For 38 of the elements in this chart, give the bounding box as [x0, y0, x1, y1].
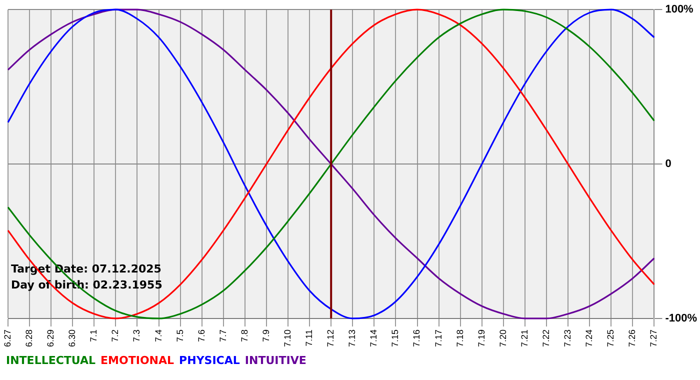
x-tick-label: 6.28: [24, 329, 34, 348]
x-tick-label: 7.13: [347, 329, 358, 348]
y-tick-label: 100%: [665, 4, 694, 16]
x-tick-label: 7.26: [627, 329, 638, 348]
x-tick-label: 7.1: [88, 329, 99, 342]
x-tick-label: 7.9: [260, 329, 271, 342]
x-tick-label: 7.20: [498, 329, 508, 348]
x-tick-label: 7.4: [153, 329, 164, 342]
x-tick-label: 6.30: [67, 329, 78, 348]
text: EMOTIONAL: [100, 354, 174, 367]
x-tick-label: 7.18: [454, 329, 465, 348]
text: INTUITIVE: [244, 354, 306, 367]
x-tick-label: 7.23: [562, 329, 573, 348]
x-tick-label: 7.16: [412, 329, 422, 348]
x-tick-label: 7.10: [282, 329, 293, 348]
x-tick-label: 7.14: [368, 329, 379, 348]
x-tick-label: 7.2: [110, 329, 120, 342]
x-tick-label: 6.29: [46, 329, 56, 348]
x-tick-label: 7.8: [239, 329, 250, 342]
x-tick-label: 7.24: [584, 329, 594, 348]
x-tick-label: 7.12: [326, 329, 336, 348]
x-tick-label: 7.17: [433, 329, 444, 348]
text: PHYSICAL: [179, 354, 240, 367]
x-tick-label: 7.15: [390, 329, 400, 348]
x-tick-label: 7.22: [540, 329, 551, 348]
x-tick-label: 7.6: [196, 329, 206, 342]
y-tick-label: 0: [665, 158, 672, 170]
x-tick-label: 7.27: [648, 329, 659, 348]
x-tick-label: 7.11: [304, 329, 314, 346]
x-tick-label: 7.25: [606, 329, 616, 348]
x-tick-label: 7.3: [132, 329, 142, 342]
text: INTELLECTUAL: [6, 354, 96, 367]
y-tick-label: -100%: [665, 312, 698, 325]
x-tick-label: 7.19: [476, 329, 486, 348]
x-tick-label: 6.27: [2, 329, 12, 348]
x-tick-label: 7.5: [174, 329, 185, 342]
x-tick-label: 7.7: [218, 329, 228, 342]
x-tick-label: 7.21: [519, 329, 530, 348]
